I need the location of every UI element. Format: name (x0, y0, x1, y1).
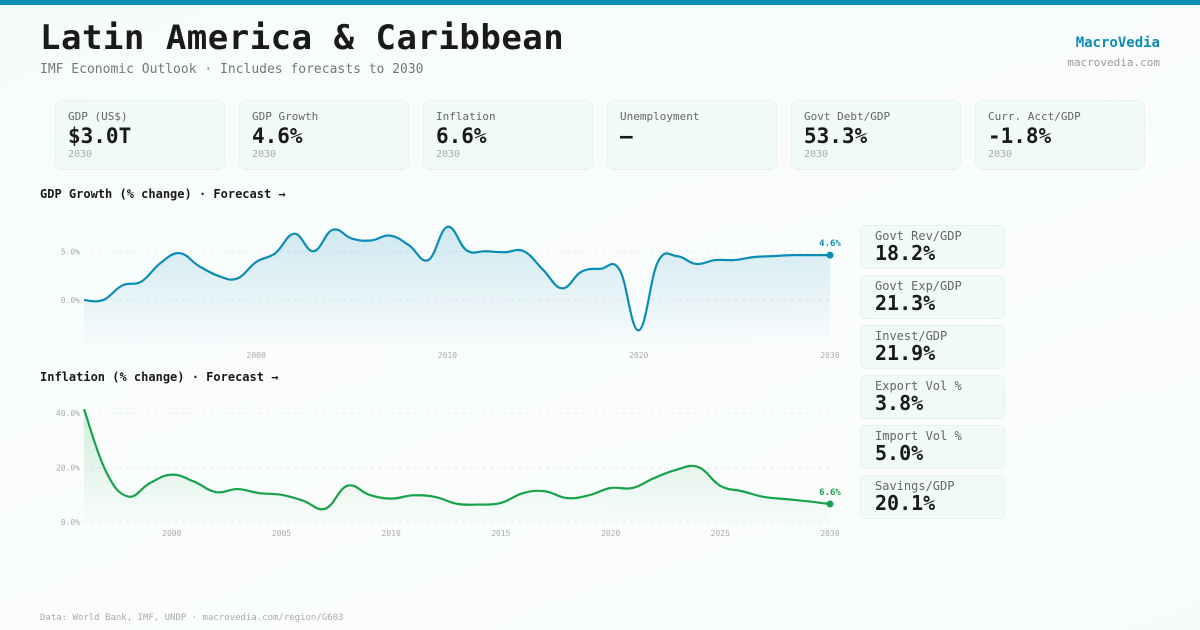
kpi-label: Inflation (436, 110, 496, 123)
x-tick-label: 2020 (629, 351, 648, 360)
side-label: Invest/GDP (875, 329, 948, 343)
kpi-value: — (620, 124, 633, 148)
kpi-value: 6.6% (436, 124, 487, 148)
y-tick-label: 20.0% (56, 464, 80, 473)
side-label: Import Vol % (875, 429, 962, 443)
page-subtitle: IMF Economic Outlook · Includes forecast… (40, 62, 424, 77)
x-tick-label: 2015 (491, 529, 510, 538)
x-tick-label: 2025 (711, 529, 730, 538)
side-card-govt-expenditure: Govt Exp/GDP 21.3% (860, 275, 1005, 319)
kpi-card-unemployment: Unemployment — (607, 100, 777, 170)
inflation-chart-title: Inflation (% change) · Forecast → (40, 370, 279, 384)
kpi-card-govt-debt: Govt Debt/GDP 53.3% 2030 (791, 100, 961, 170)
side-label: Savings/GDP (875, 479, 955, 493)
kpi-year: 2030 (436, 149, 461, 160)
y-tick-label: 0.0% (61, 518, 80, 527)
data-point-2030 (826, 500, 834, 508)
side-label: Govt Rev/GDP (875, 229, 962, 243)
side-value: 3.8% (875, 391, 924, 415)
kpi-year: 2030 (804, 149, 829, 160)
y-tick-label: 40.0% (56, 409, 80, 418)
inflation-chart: 0.0% 20.0% 40.0% 2000 2005 2010 2015 2020 2025 20… (56, 408, 841, 538)
y-tick-label: 5.0% (61, 247, 80, 256)
side-card-savings: Savings/GDP 20.1% (860, 475, 1005, 519)
side-label: Govt Exp/GDP (875, 279, 962, 293)
side-value: 20.1% (875, 491, 936, 515)
y-tick-label: 0.0% (61, 296, 80, 305)
end-value-label: 4.6% (819, 239, 841, 249)
side-card-import-volume: Import Vol % 5.0% (860, 425, 1005, 469)
footer-source: Data: World Bank, IMF, UNDP · macrovedia… (40, 613, 344, 623)
kpi-value: 4.6% (252, 124, 303, 148)
kpi-value: -1.8% (988, 124, 1052, 148)
x-tick-label: 2000 (247, 351, 266, 360)
top-accent-bar (0, 0, 1200, 5)
kpi-value: 53.3% (804, 124, 868, 148)
kpi-label: Curr. Acct/GDP (988, 110, 1081, 123)
data-point-2030 (826, 251, 834, 259)
side-value: 18.2% (875, 241, 936, 265)
kpi-label: Unemployment (620, 110, 700, 123)
kpi-label: Govt Debt/GDP (804, 110, 891, 123)
x-tick-label: 2030 (820, 529, 839, 538)
side-label: Export Vol % (875, 379, 962, 393)
kpi-value: $3.0T (68, 124, 132, 148)
gdp-growth-chart: 0.0% 5.0% 2000 2010 2020 2030 4.6% (61, 225, 841, 360)
kpi-card-gdp-growth: GDP Growth 4.6% 2030 (239, 100, 409, 170)
kpi-year: 2030 (68, 149, 93, 160)
side-value: 21.3% (875, 291, 936, 315)
side-card-export-volume: Export Vol % 3.8% (860, 375, 1005, 419)
x-tick-label: 2005 (272, 529, 291, 538)
kpi-year: 2030 (252, 149, 277, 160)
kpi-label: GDP Growth (252, 110, 319, 123)
x-tick-label: 2030 (820, 351, 839, 360)
side-value: 5.0% (875, 441, 924, 465)
kpi-card-gdp: GDP (US$) $3.0T 2030 (55, 100, 225, 170)
side-card-investment: Invest/GDP 21.9% (860, 325, 1005, 369)
end-value-label: 6.6% (819, 488, 841, 498)
series-area (84, 409, 830, 522)
x-tick-label: 2000 (162, 529, 181, 538)
kpi-card-current-account: Curr. Acct/GDP -1.8% 2030 (975, 100, 1145, 170)
kpi-label: GDP (US$) (68, 110, 128, 123)
gdp-chart-title: GDP Growth (% change) · Forecast → (40, 187, 286, 201)
side-card-govt-revenue: Govt Rev/GDP 18.2% (860, 225, 1005, 269)
x-tick-label: 2020 (601, 529, 620, 538)
kpi-card-inflation: Inflation 6.6% 2030 (423, 100, 593, 170)
kpi-year: 2030 (988, 149, 1013, 160)
brand-logo[interactable]: MacroVedia (1075, 35, 1160, 51)
brand-url[interactable]: macrovedia.com (1067, 56, 1160, 69)
series-line (82, 408, 831, 511)
x-tick-label: 2010 (438, 351, 457, 360)
x-tick-label: 2010 (382, 529, 401, 538)
side-value: 21.9% (875, 341, 936, 365)
series-line (83, 225, 830, 332)
page-title: Latin America & Caribbean (40, 18, 565, 58)
